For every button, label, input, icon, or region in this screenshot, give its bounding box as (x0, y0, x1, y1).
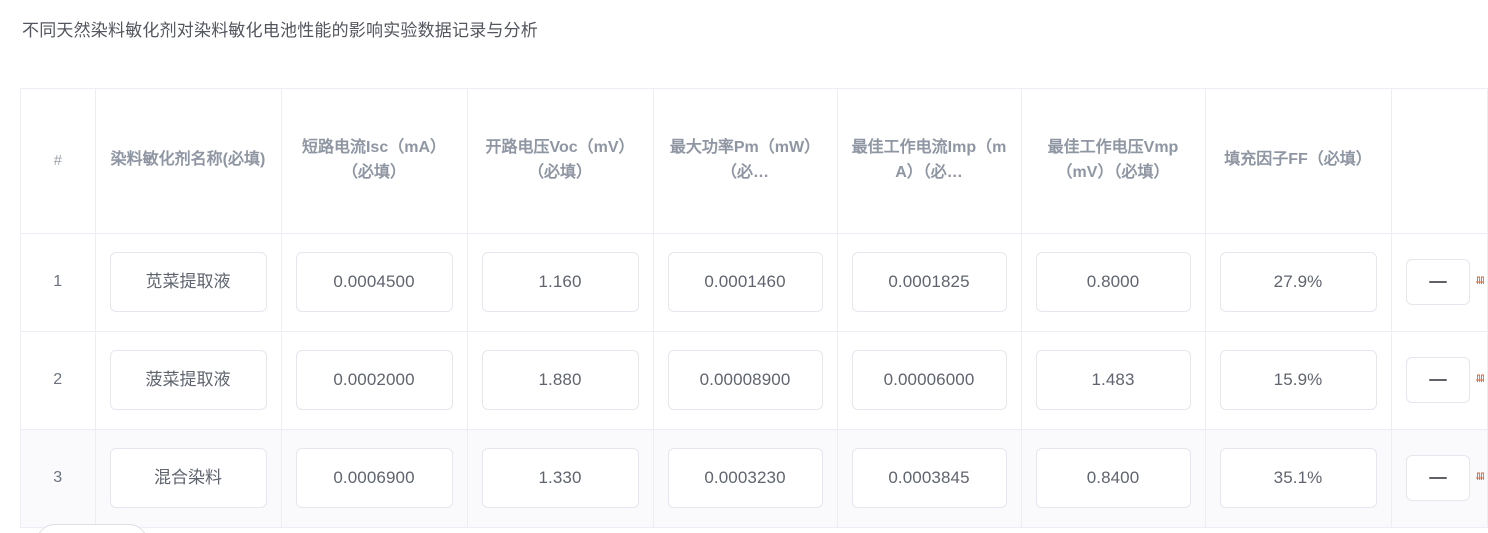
cell-imp: 0.00006000 (837, 331, 1022, 430)
action-group: 删除 (1392, 430, 1488, 527)
action-group: 删除 (1392, 332, 1488, 429)
column-header-imp: 最佳工作电流Imp（mA）（必… (837, 89, 1022, 234)
column-header-index: # (21, 89, 96, 234)
ff-input[interactable]: 27.9% (1219, 252, 1377, 312)
vmp-input[interactable]: 0.8000 (1035, 252, 1191, 312)
cell-imp: 0.0003845 (837, 429, 1022, 528)
table-header-row: # 染料敏化剂名称(必填) 短路电流Isc（mA）（必填） 开路电压Voc（mV… (21, 89, 1488, 234)
imp-input[interactable]: 0.0003845 (851, 448, 1007, 508)
cell-actions: 删除 (1391, 429, 1488, 528)
cell-dye-name: 混合染料 (95, 429, 282, 528)
cell-voc: 1.880 (467, 331, 654, 430)
delete-row-link[interactable]: 删除 (1476, 374, 1484, 382)
remove-row-button[interactable] (1405, 455, 1470, 501)
pm-input[interactable]: 0.0003230 (667, 448, 823, 508)
cell-isc: 0.0004500 (281, 233, 468, 332)
minus-icon (1428, 477, 1447, 479)
table-header: # 染料敏化剂名称(必填) 短路电流Isc（mA）（必填） 开路电压Voc（mV… (21, 89, 1488, 234)
cell-actions: 删除 (1391, 331, 1488, 430)
voc-input[interactable]: 1.160 (481, 252, 639, 312)
cell-vmp: 0.8000 (1021, 233, 1206, 332)
cell-ff: 35.1% (1205, 429, 1392, 528)
isc-input[interactable]: 0.0004500 (295, 252, 453, 312)
add-row-button[interactable]: 添加一行 (36, 524, 148, 533)
ff-input[interactable]: 15.9% (1219, 350, 1377, 410)
vmp-input[interactable]: 0.8400 (1035, 448, 1191, 508)
minus-icon (1428, 379, 1447, 381)
cell-dye-name: 菠菜提取液 (95, 331, 282, 430)
remove-row-button[interactable] (1405, 357, 1470, 403)
cell-voc: 1.160 (467, 233, 654, 332)
table-row: 3 混合染料 0.0006900 1.330 0.0003230 0.00038… (21, 429, 1488, 528)
table-row: 1 苋菜提取液 0.0004500 1.160 0.0001460 0.0001… (21, 233, 1488, 332)
column-header-vmp: 最佳工作电压Vmp（mV）（必填） (1021, 89, 1206, 234)
column-header-pm: 最大功率Pm（mW）（必… (653, 89, 838, 234)
page-title: 不同天然染料敏化剂对染料敏化电池性能的影响实验数据记录与分析 (22, 21, 538, 40)
cell-pm: 0.00008900 (653, 331, 838, 430)
cell-dye-name: 苋菜提取液 (95, 233, 282, 332)
delete-row-link[interactable]: 删除 (1476, 276, 1484, 284)
cell-ff: 15.9% (1205, 331, 1392, 430)
pm-input[interactable]: 0.00008900 (667, 350, 823, 410)
dye-name-input[interactable]: 混合染料 (109, 448, 267, 508)
experiment-data-table: # 染料敏化剂名称(必填) 短路电流Isc（mA）（必填） 开路电压Voc（mV… (21, 89, 1488, 528)
pm-input[interactable]: 0.0001460 (667, 252, 823, 312)
row-index: 2 (21, 331, 96, 430)
table-body: 1 苋菜提取液 0.0004500 1.160 0.0001460 0.0001… (21, 233, 1488, 528)
vmp-input[interactable]: 1.483 (1035, 350, 1191, 410)
minus-icon (1428, 281, 1447, 283)
row-index: 1 (21, 233, 96, 332)
row-index: 3 (21, 429, 96, 528)
cell-pm: 0.0001460 (653, 233, 838, 332)
delete-row-link[interactable]: 删除 (1476, 472, 1484, 480)
cell-actions: 删除 (1391, 233, 1488, 332)
cell-vmp: 0.8400 (1021, 429, 1206, 528)
table-row: 2 菠菜提取液 0.0002000 1.880 0.00008900 0.000… (21, 331, 1488, 430)
isc-input[interactable]: 0.0002000 (295, 350, 453, 410)
dye-name-input[interactable]: 菠菜提取液 (109, 350, 267, 410)
remove-row-button[interactable] (1405, 259, 1470, 305)
cell-isc: 0.0006900 (281, 429, 468, 528)
ff-input[interactable]: 35.1% (1219, 448, 1377, 508)
column-header-voc: 开路电压Voc（mV）（必填） (467, 89, 654, 234)
cell-vmp: 1.483 (1021, 331, 1206, 430)
column-header-dye-name: 染料敏化剂名称(必填) (95, 89, 282, 234)
column-header-ff: 填充因子FF（必填） (1205, 89, 1392, 234)
cell-isc: 0.0002000 (281, 331, 468, 430)
cell-voc: 1.330 (467, 429, 654, 528)
data-table-container: # 染料敏化剂名称(必填) 短路电流Isc（mA）（必填） 开路电压Voc（mV… (20, 88, 1488, 528)
voc-input[interactable]: 1.880 (481, 350, 639, 410)
cell-ff: 27.9% (1205, 233, 1392, 332)
cell-pm: 0.0003230 (653, 429, 838, 528)
imp-input[interactable]: 0.0001825 (851, 252, 1007, 312)
voc-input[interactable]: 1.330 (481, 448, 639, 508)
isc-input[interactable]: 0.0006900 (295, 448, 453, 508)
action-group: 删除 (1392, 234, 1488, 331)
column-header-actions (1391, 89, 1488, 234)
cell-imp: 0.0001825 (837, 233, 1022, 332)
dye-name-input[interactable]: 苋菜提取液 (109, 252, 267, 312)
imp-input[interactable]: 0.00006000 (851, 350, 1007, 410)
column-header-isc: 短路电流Isc（mA）（必填） (281, 89, 468, 234)
